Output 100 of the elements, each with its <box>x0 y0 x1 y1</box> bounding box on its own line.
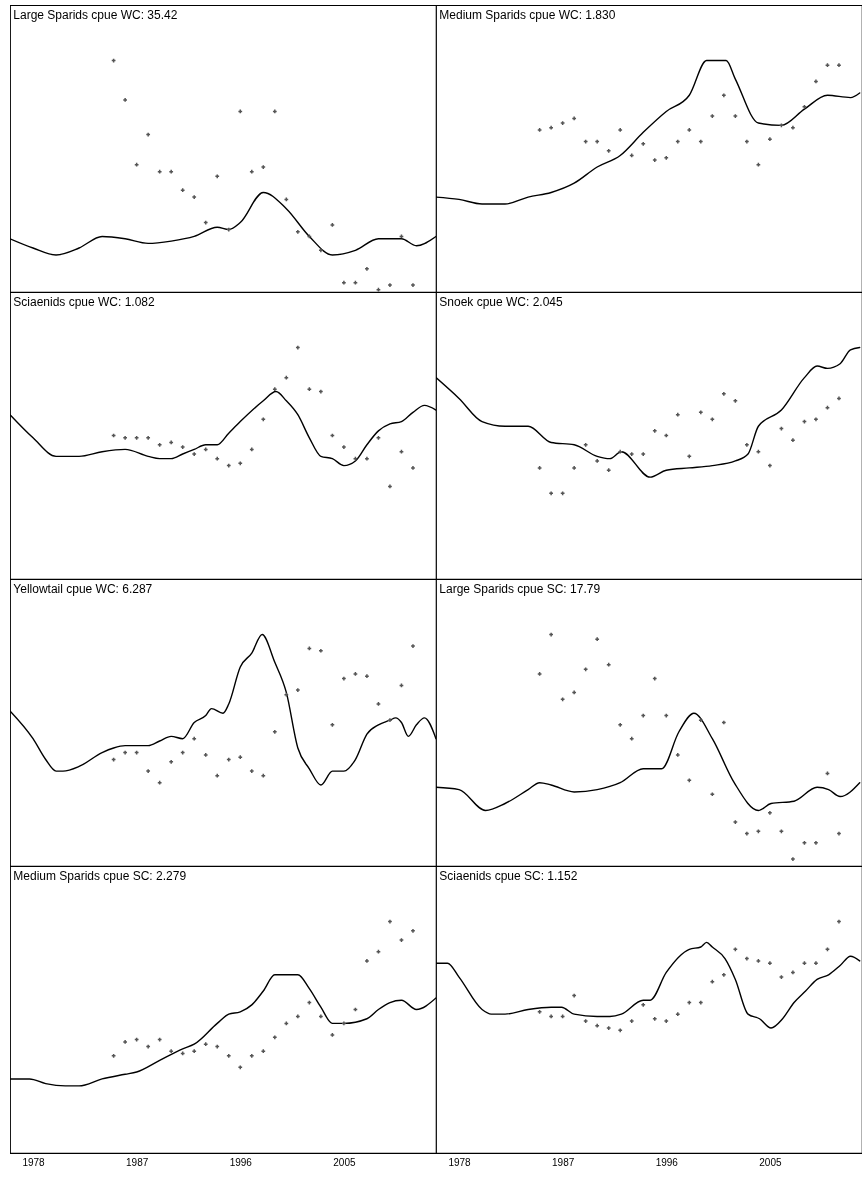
point <box>572 466 577 470</box>
point <box>203 1042 208 1047</box>
x-tick-label: 2005 <box>333 1156 356 1168</box>
point <box>388 718 392 723</box>
point <box>768 961 772 966</box>
point <box>618 1028 623 1033</box>
point <box>641 142 646 146</box>
point <box>652 1016 657 1021</box>
chart-title: Sciaenids cpue SC: 1.152 <box>439 869 578 883</box>
point <box>641 452 646 456</box>
point <box>261 165 266 169</box>
point <box>549 491 554 496</box>
point <box>733 820 738 824</box>
point <box>157 442 162 447</box>
point <box>365 959 369 963</box>
point <box>261 1049 266 1054</box>
point <box>595 637 600 642</box>
point <box>134 435 139 440</box>
point <box>215 174 220 179</box>
point <box>768 137 772 142</box>
point <box>675 412 680 417</box>
chart-title: Medium Sparids cpue WC: 1.830 <box>439 8 616 22</box>
point <box>629 1019 634 1023</box>
point <box>652 429 657 433</box>
point <box>146 769 151 773</box>
point <box>733 114 738 118</box>
point <box>249 1053 254 1058</box>
point <box>411 283 415 287</box>
point <box>814 840 818 845</box>
point <box>733 398 738 403</box>
point <box>710 114 715 118</box>
point <box>272 729 277 734</box>
point <box>791 438 795 442</box>
point <box>837 63 841 68</box>
point <box>249 169 254 174</box>
point <box>342 445 346 449</box>
point <box>629 452 634 456</box>
chart-title: Medium Sparids cpue SC: 2.279 <box>13 869 187 883</box>
point <box>675 753 680 757</box>
point <box>721 93 726 98</box>
point <box>411 928 415 933</box>
chart-title: Large Sparids cpue WC: 35.42 <box>13 8 178 22</box>
point <box>388 283 392 287</box>
point <box>687 128 692 132</box>
point <box>180 445 185 449</box>
chart-title: Large Sparids cpue SC: 17.79 <box>439 582 601 596</box>
x-tick-label: 2005 <box>759 1156 782 1168</box>
chart-title: Yellowtail cpue WC: 6.287 <box>13 582 153 596</box>
point <box>549 125 554 130</box>
point <box>215 456 220 461</box>
point <box>203 753 208 757</box>
point <box>814 417 818 422</box>
point <box>698 410 703 415</box>
point <box>606 468 611 473</box>
point <box>238 755 243 760</box>
point <box>342 280 346 285</box>
point <box>249 769 254 773</box>
point <box>606 1026 611 1030</box>
point <box>618 128 623 132</box>
point <box>583 442 588 447</box>
point <box>583 1019 588 1023</box>
point <box>411 644 415 648</box>
point <box>318 248 323 253</box>
point <box>169 169 174 174</box>
point <box>307 387 312 392</box>
point <box>652 158 657 162</box>
point <box>744 442 749 447</box>
point <box>180 188 185 193</box>
point <box>675 1012 680 1016</box>
point <box>192 195 197 199</box>
chart-title: Sciaenids cpue WC: 1.082 <box>13 295 156 309</box>
point <box>641 1003 646 1007</box>
point <box>192 1049 197 1054</box>
point <box>411 466 415 470</box>
point <box>698 718 703 723</box>
x-tick-label: 1978 <box>22 1156 46 1168</box>
point <box>192 452 197 456</box>
x-tick-label: 1996 <box>229 1156 253 1168</box>
point <box>618 722 623 727</box>
point <box>618 449 623 454</box>
point <box>595 1023 600 1028</box>
point <box>169 1049 174 1054</box>
point <box>146 435 151 440</box>
point <box>814 961 818 966</box>
x-tick-label: 1987 <box>552 1156 575 1168</box>
point <box>192 736 197 741</box>
point <box>721 972 726 977</box>
point <box>768 810 772 815</box>
x-tick-label: 1996 <box>655 1156 679 1168</box>
point <box>791 857 795 861</box>
point <box>721 391 726 396</box>
point <box>295 688 300 692</box>
x-tick-label: 1978 <box>448 1156 472 1168</box>
point <box>272 1035 277 1040</box>
point <box>365 456 369 461</box>
point <box>365 266 369 271</box>
point <box>595 459 600 463</box>
point <box>664 155 669 160</box>
point <box>606 148 611 153</box>
point <box>123 98 128 102</box>
